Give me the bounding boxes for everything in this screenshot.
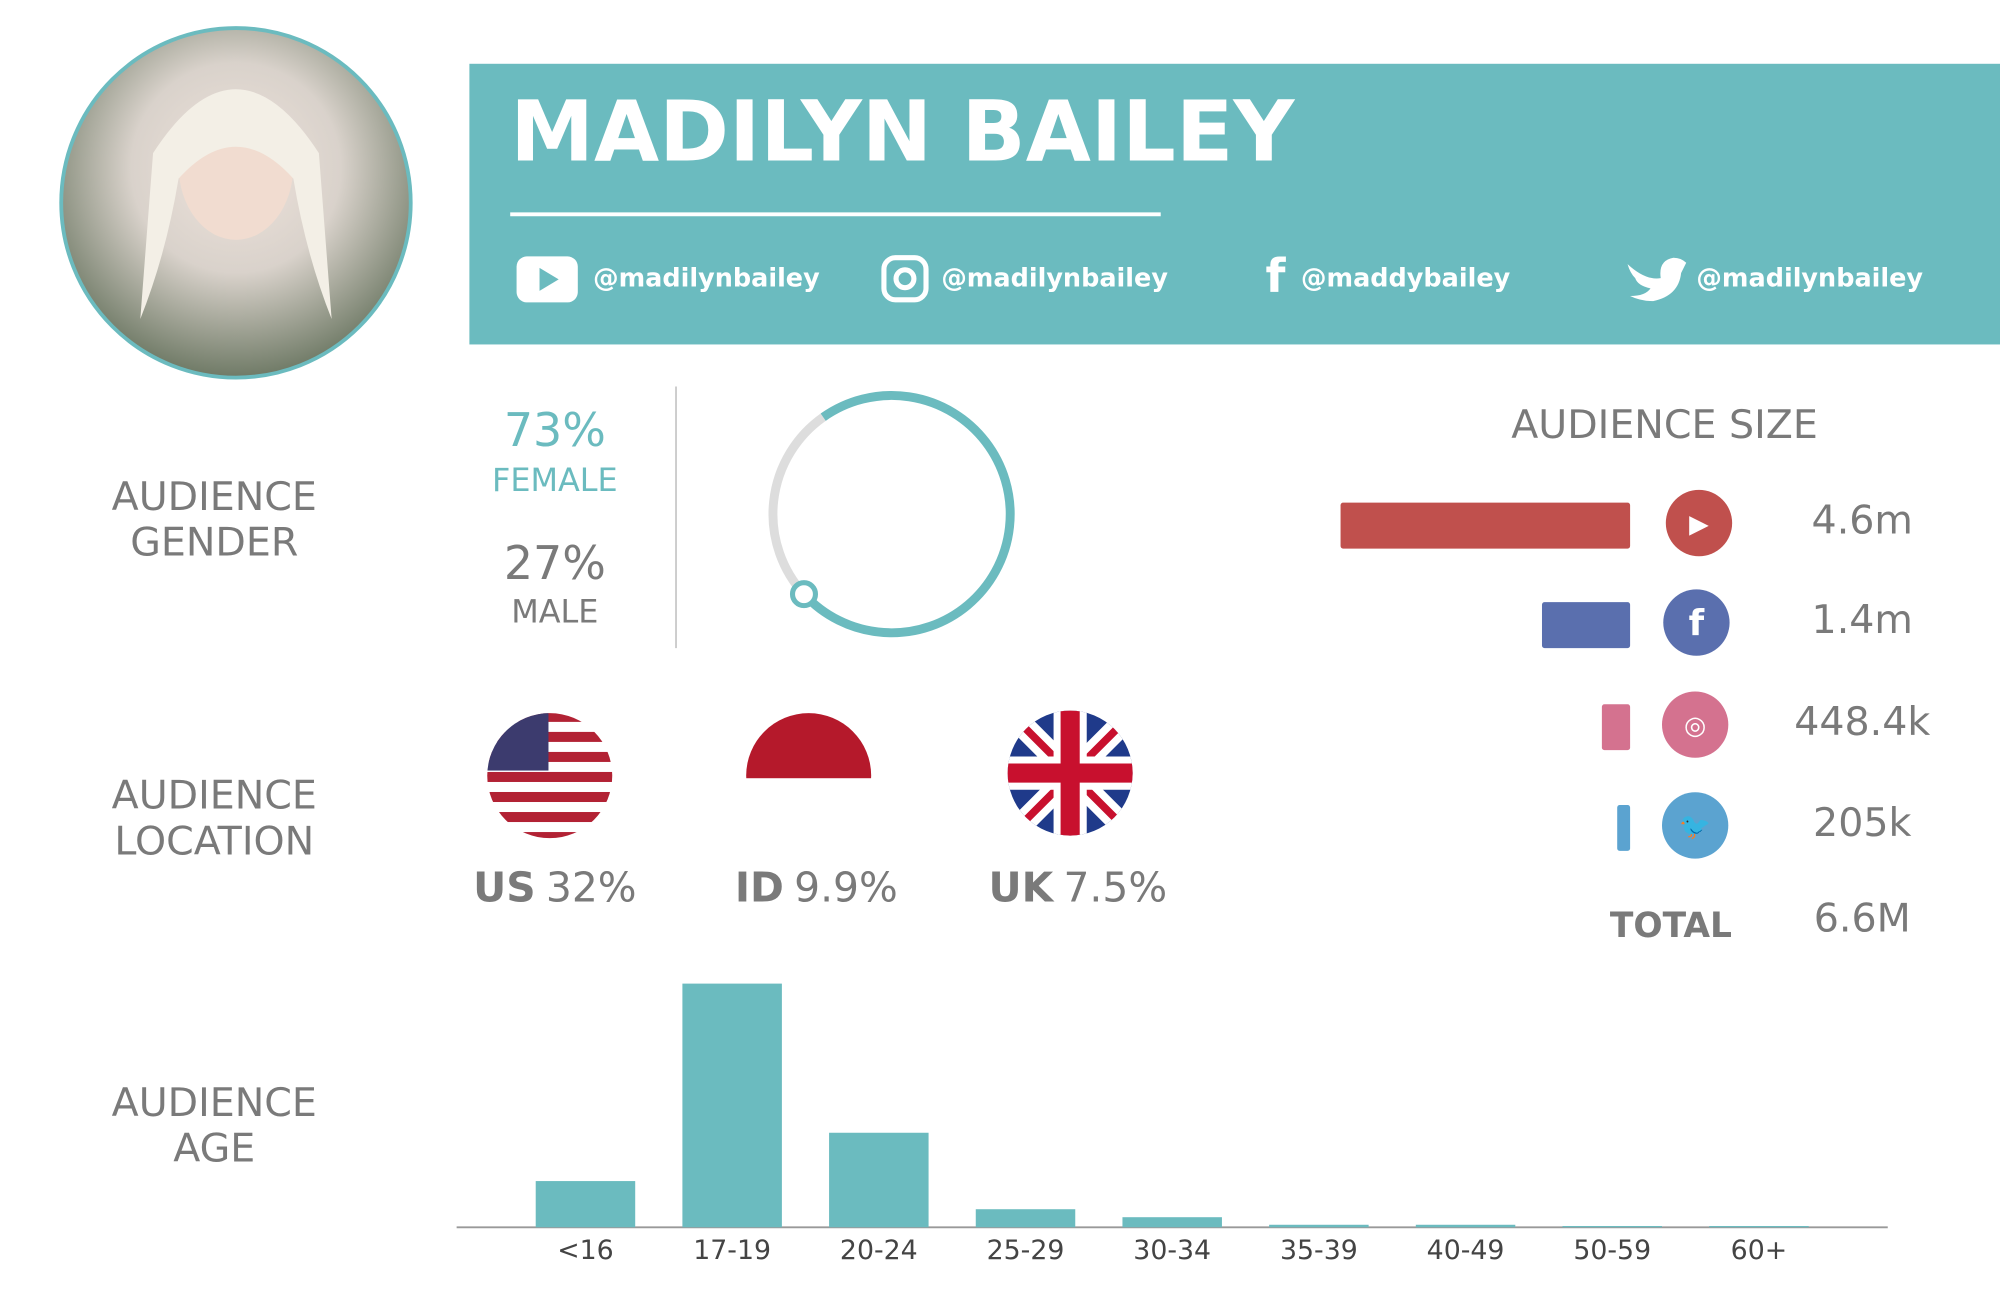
age-bar — [829, 1132, 929, 1228]
section-title: AUDIENCE SIZE — [1511, 402, 1818, 448]
size-bar — [1541, 602, 1631, 649]
age-label: 30-34 — [1133, 1235, 1211, 1266]
flag-stripe — [487, 771, 613, 782]
section-title: AUDIENCE LOCATION — [112, 772, 317, 864]
handle: @madilynbailey — [1696, 263, 1923, 293]
gender-value: 27% — [504, 536, 606, 590]
age-bar — [1122, 1217, 1222, 1228]
platform-glyph: 🐦 — [1679, 812, 1711, 842]
uk-flag — [1007, 710, 1133, 836]
platform-icon — [1661, 691, 1729, 758]
platform-glyph: ◎ — [1684, 711, 1706, 741]
country-code: US — [473, 863, 536, 911]
age-label: <16 — [557, 1235, 613, 1266]
age-label: 35-39 — [1280, 1235, 1358, 1266]
youtube-icon-play — [539, 267, 559, 291]
handle: @maddybailey — [1301, 263, 1511, 293]
country-code: ID — [735, 863, 784, 911]
country-share: 7.5% — [1063, 863, 1167, 911]
size-bar — [1340, 502, 1631, 549]
size-value: 448.4k — [1794, 699, 1930, 745]
country-code: UK — [988, 863, 1054, 911]
header-band — [469, 63, 2000, 345]
platform-icon — [1661, 792, 1729, 859]
gender-label: MALE — [511, 593, 598, 631]
platform-glyph: f — [1689, 603, 1705, 644]
name: MADILYN BAILEY — [510, 83, 1295, 181]
flag-stripe — [487, 791, 613, 803]
flag-stripe — [487, 751, 613, 762]
facebook-icon: f — [1266, 249, 1287, 303]
age-label: 40-49 — [1427, 1235, 1505, 1266]
age-label: 20-24 — [840, 1235, 918, 1266]
donut-segment — [800, 391, 1015, 638]
age-label: 17-19 — [693, 1235, 771, 1266]
handle: @madilynbailey — [593, 263, 820, 293]
flag-stripe — [487, 812, 613, 823]
donut-handle — [789, 580, 819, 609]
age-bar — [975, 1209, 1076, 1228]
instagram-icon-lens — [893, 267, 917, 291]
age-bar — [535, 1181, 636, 1228]
age-bar — [1269, 1224, 1369, 1228]
location-label: US 32% — [473, 863, 636, 911]
title-line: AUDIENCE — [112, 1079, 317, 1125]
age-bar — [1415, 1224, 1516, 1228]
flag-stripe — [487, 731, 613, 742]
section-title: AUDIENCE GENDER — [112, 473, 317, 565]
platform-icon — [1663, 589, 1730, 656]
id-flag — [746, 713, 872, 779]
size-bar — [1601, 704, 1631, 751]
title-line: AUDIENCE — [112, 772, 317, 818]
total-value: 6.6M — [1814, 896, 1911, 942]
age-label: 25-29 — [987, 1235, 1065, 1266]
location-label: ID 9.9% — [735, 863, 898, 911]
total-label: TOTAL — [1610, 906, 1732, 946]
age-label: 50-59 — [1573, 1235, 1651, 1266]
country-share: 9.9% — [794, 863, 898, 911]
gender-label: FEMALE — [492, 461, 618, 499]
us-flag — [487, 713, 613, 839]
platform-icon — [1665, 489, 1733, 557]
platform-glyph: ▶ — [1689, 510, 1709, 540]
section-title: AUDIENCE AGE — [112, 1079, 317, 1171]
age-bar — [682, 983, 782, 1228]
flag-stripe — [487, 713, 613, 722]
age-bar — [1709, 1226, 1809, 1228]
title-line: GENDER — [130, 519, 298, 565]
location-label: UK 7.5% — [988, 863, 1167, 911]
title-line: AGE — [173, 1125, 255, 1171]
size-value: 1.4m — [1812, 597, 1913, 643]
title-line: AUDIENCE — [112, 473, 317, 519]
age-label: 60+ — [1731, 1235, 1787, 1266]
age-bar — [1562, 1226, 1662, 1228]
donut-segment — [768, 413, 826, 598]
gender-value: 73% — [504, 403, 606, 457]
handle: @madilynbailey — [941, 263, 1168, 293]
size-value: 4.6m — [1812, 498, 1913, 544]
twitter-icon — [1627, 257, 1687, 302]
size-value: 205k — [1813, 800, 1911, 846]
photo-hair — [140, 89, 332, 319]
flag-stripe — [487, 832, 613, 839]
country-share: 32% — [546, 863, 637, 911]
size-bar — [1617, 805, 1631, 851]
title-line: LOCATION — [114, 818, 314, 864]
instagram-icon — [881, 255, 929, 303]
